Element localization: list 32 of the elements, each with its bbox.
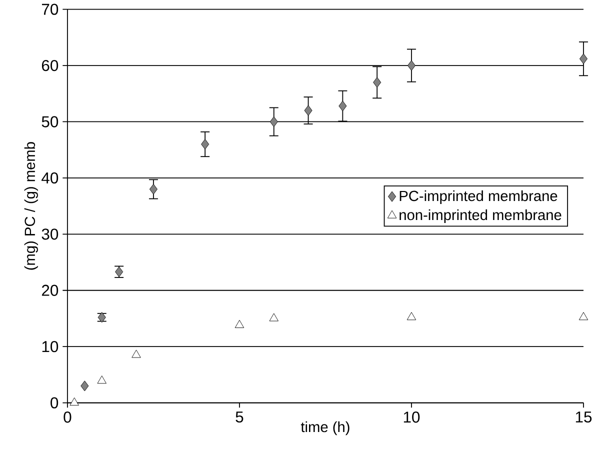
x-tick-label: 15 — [576, 411, 592, 422]
y-axis-title: (mg) PC / (g) memb — [24, 142, 38, 270]
y-tick-label: 40 — [42, 172, 58, 184]
y-tick-label: 20 — [42, 284, 58, 296]
point — [270, 116, 278, 127]
x-axis-title: time (h) — [300, 421, 350, 435]
y-tick-label: 0 — [50, 397, 58, 408]
x-tick-label: 10 — [404, 411, 420, 423]
point — [80, 380, 89, 392]
point — [373, 76, 382, 88]
y-tick-label: 10 — [42, 340, 58, 352]
point — [579, 53, 588, 64]
y-tick-label: 60 — [42, 60, 58, 71]
point — [578, 312, 588, 320]
point — [406, 312, 416, 320]
point — [234, 320, 244, 328]
y-tick-label: 50 — [42, 116, 58, 128]
x-tick-label: 0 — [64, 411, 72, 423]
y-tick-label: 70 — [42, 4, 58, 15]
point — [149, 184, 158, 194]
legend-label: non-imprinted membrane — [400, 209, 562, 223]
legend-label: PC-imprinted membrane — [400, 190, 558, 204]
point — [338, 100, 347, 112]
point — [97, 375, 106, 384]
point — [70, 397, 79, 406]
y-tick-label: 30 — [42, 228, 58, 240]
x-tick-label: 5 — [236, 411, 244, 422]
point — [269, 313, 278, 322]
point — [132, 350, 141, 358]
point — [201, 138, 210, 150]
point — [407, 60, 416, 71]
point — [304, 105, 312, 116]
